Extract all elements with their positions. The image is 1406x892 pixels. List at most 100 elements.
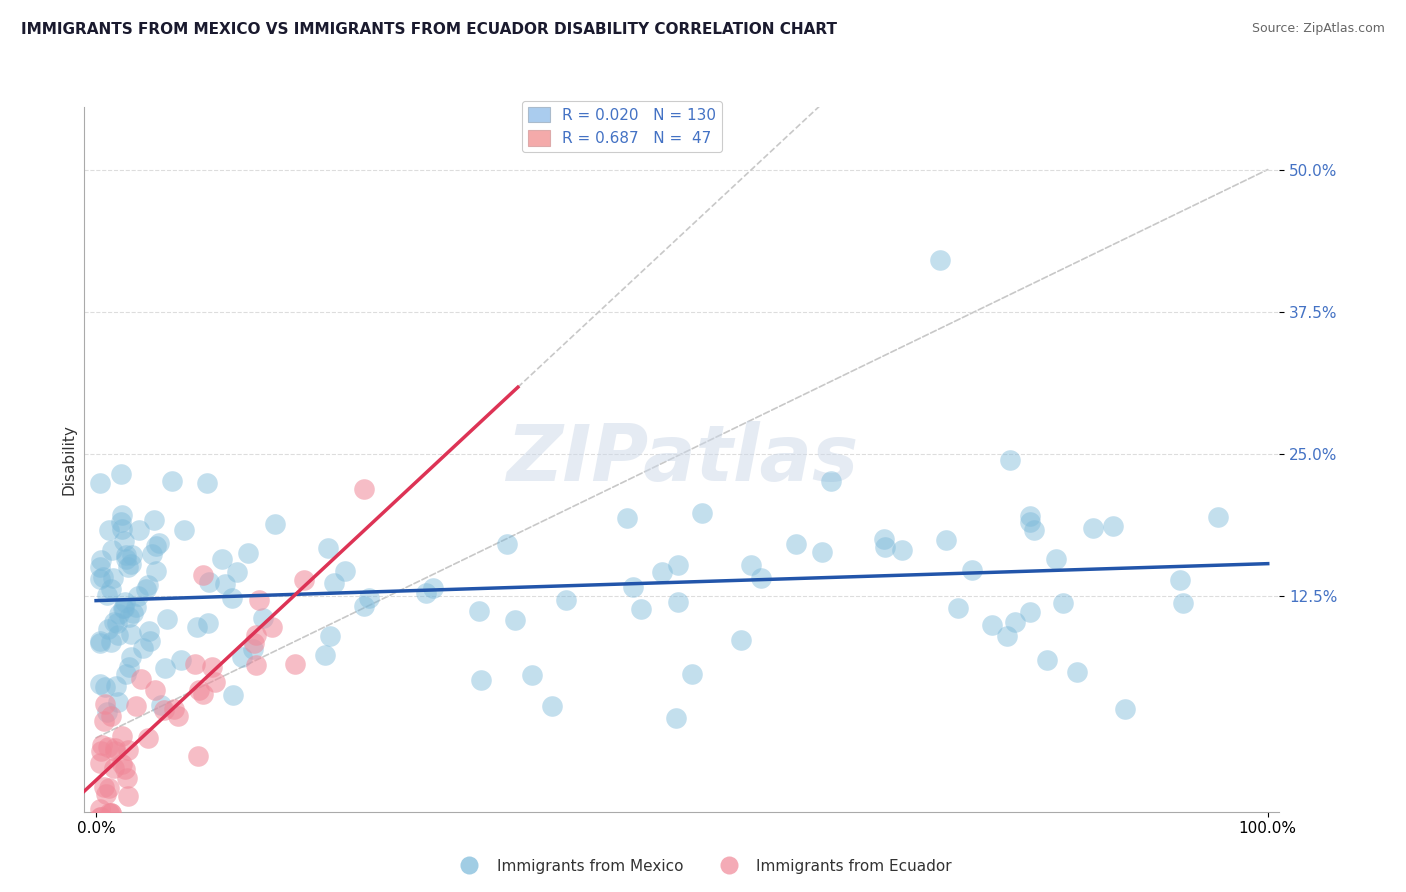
Text: Source: ZipAtlas.com: Source: ZipAtlas.com	[1251, 22, 1385, 36]
Legend: Immigrants from Mexico, Immigrants from Ecuador: Immigrants from Mexico, Immigrants from …	[447, 853, 959, 880]
Point	[117, 743, 139, 757]
Point	[143, 514, 166, 528]
Point	[150, 698, 173, 712]
Point	[811, 545, 834, 559]
Point	[314, 648, 336, 662]
Point	[245, 657, 267, 672]
Point	[153, 661, 176, 675]
Point	[505, 613, 527, 627]
Point	[112, 600, 135, 615]
Point	[238, 546, 260, 560]
Point	[980, 618, 1002, 632]
Point	[156, 612, 179, 626]
Text: IMMIGRANTS FROM MEXICO VS IMMIGRANTS FROM ECUADOR DISABILITY CORRELATION CHART: IMMIGRANTS FROM MEXICO VS IMMIGRANTS FRO…	[21, 22, 837, 37]
Point	[214, 577, 236, 591]
Point	[1114, 701, 1136, 715]
Point	[1066, 665, 1088, 679]
Point	[98, 805, 121, 820]
Point	[873, 540, 896, 554]
Point	[114, 666, 136, 681]
Point	[318, 629, 340, 643]
Point	[141, 547, 163, 561]
Point	[103, 761, 125, 775]
Point	[118, 660, 141, 674]
Point	[89, 810, 111, 824]
Point	[135, 582, 157, 596]
Point	[120, 626, 142, 640]
Point	[284, 657, 307, 671]
Point	[89, 636, 111, 650]
Point	[97, 780, 120, 795]
Point	[111, 729, 134, 743]
Point	[107, 616, 129, 631]
Point	[89, 475, 111, 490]
Point	[204, 675, 226, 690]
Point	[928, 253, 950, 268]
Point	[186, 620, 208, 634]
Point	[103, 615, 125, 630]
Point	[1018, 515, 1040, 529]
Point	[162, 701, 184, 715]
Point	[195, 475, 218, 490]
Point	[117, 610, 139, 624]
Point	[100, 805, 122, 820]
Point	[145, 540, 167, 554]
Point	[121, 548, 143, 562]
Point	[995, 629, 1018, 643]
Point	[125, 600, 148, 615]
Point	[148, 535, 170, 549]
Point	[91, 739, 114, 753]
Point	[103, 571, 125, 585]
Point	[89, 560, 111, 574]
Point	[97, 524, 120, 538]
Point	[1036, 653, 1059, 667]
Point	[651, 566, 673, 580]
Point	[333, 564, 356, 578]
Point	[730, 632, 752, 647]
Point	[666, 595, 689, 609]
Point	[1168, 573, 1191, 587]
Point	[690, 506, 713, 520]
Point	[101, 543, 124, 558]
Point	[935, 533, 957, 547]
Point	[200, 660, 222, 674]
Point	[89, 756, 111, 771]
Point	[110, 467, 132, 481]
Point	[115, 771, 138, 785]
Point	[104, 744, 127, 758]
Point	[94, 681, 117, 695]
Point	[104, 741, 127, 756]
Point	[173, 523, 195, 537]
Point	[292, 574, 315, 588]
Point	[107, 695, 129, 709]
Point	[415, 586, 437, 600]
Point	[128, 523, 150, 537]
Point	[353, 599, 375, 613]
Point	[1083, 521, 1105, 535]
Point	[96, 588, 118, 602]
Point	[97, 622, 120, 636]
Point	[114, 762, 136, 776]
Point	[111, 508, 134, 522]
Point	[555, 593, 578, 607]
Point	[260, 619, 283, 633]
Point	[167, 709, 190, 723]
Point	[231, 649, 253, 664]
Point	[138, 624, 160, 638]
Point	[136, 577, 159, 591]
Point	[96, 705, 118, 719]
Point	[243, 636, 266, 650]
Point	[495, 537, 517, 551]
Point	[125, 698, 148, 713]
Point	[97, 739, 120, 754]
Point	[1004, 615, 1026, 629]
Point	[188, 682, 211, 697]
Point	[93, 780, 115, 794]
Point	[225, 566, 247, 580]
Point	[152, 703, 174, 717]
Point	[681, 666, 703, 681]
Point	[117, 559, 139, 574]
Point	[90, 744, 112, 758]
Point	[820, 474, 842, 488]
Point	[110, 515, 132, 529]
